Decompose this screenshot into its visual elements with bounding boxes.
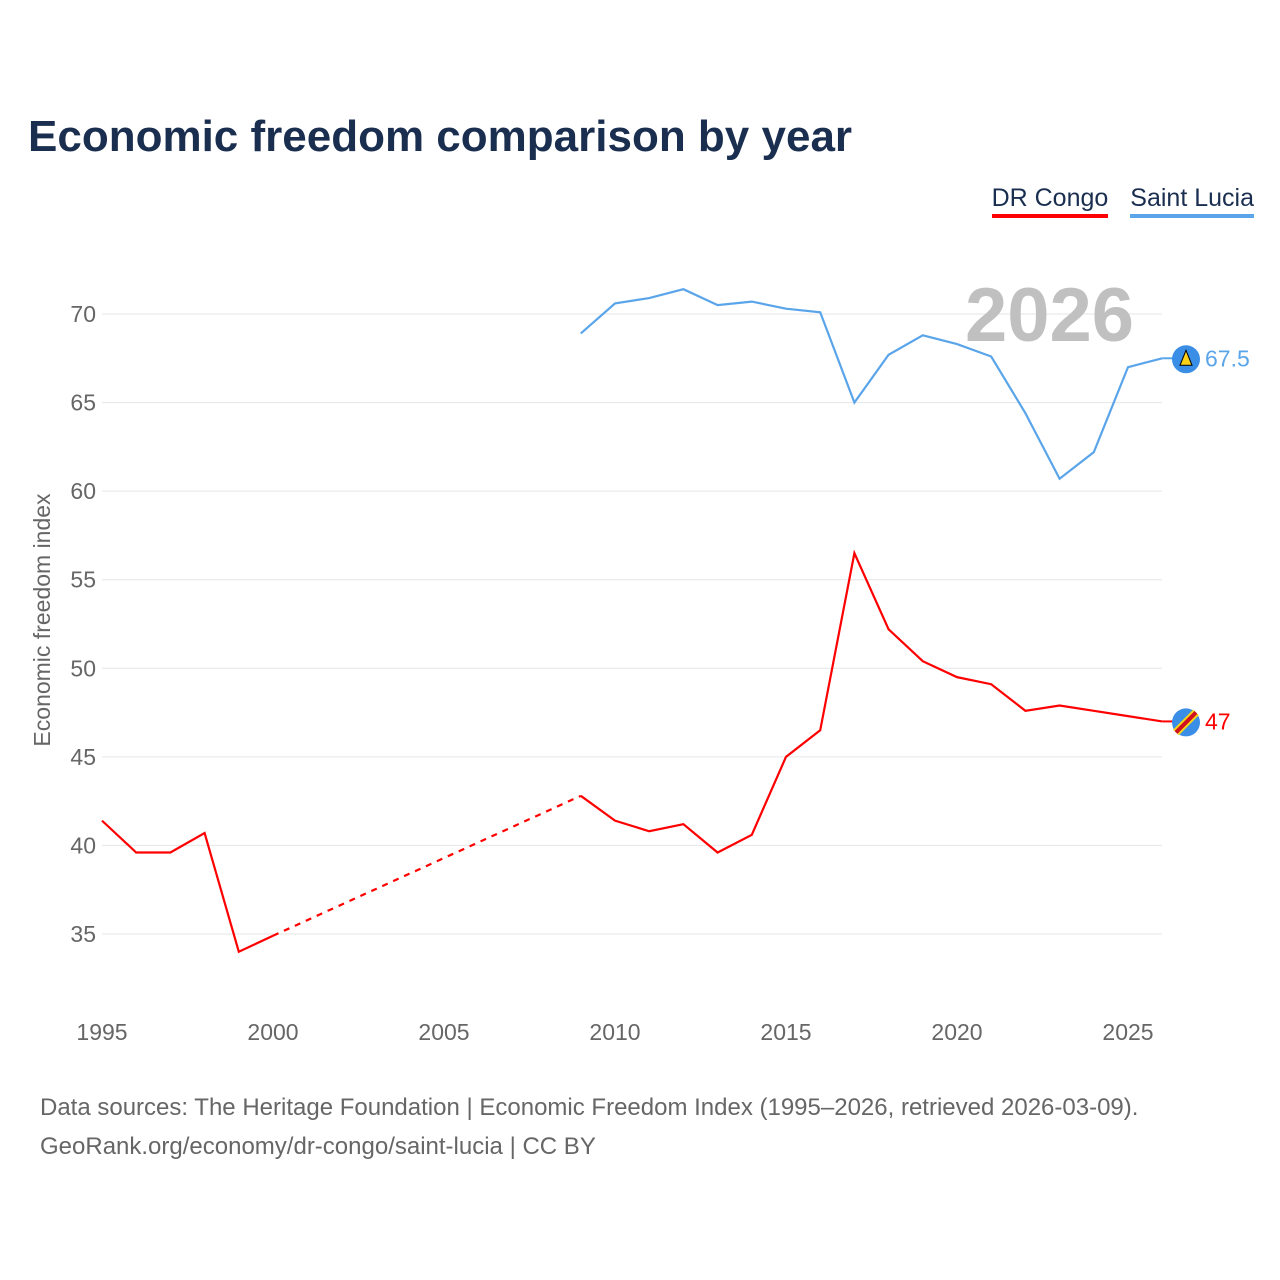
series-line-0	[580, 549, 1163, 854]
y-tick-label: 55	[70, 567, 96, 593]
series-line-0	[101, 819, 274, 954]
y-tick-label: 70	[70, 301, 96, 327]
x-tick-label: 1995	[76, 1019, 127, 1045]
y-tick-label: 50	[70, 655, 96, 681]
source-note: Data sources: The Heritage Foundation | …	[40, 1088, 1138, 1166]
y-tick-label: 45	[70, 744, 96, 770]
y-tick-label: 60	[70, 478, 96, 504]
x-tick-label: 2005	[418, 1019, 469, 1045]
x-tick-label: 2000	[247, 1019, 298, 1045]
series-line-0	[272, 794, 582, 937]
source-line-2[interactable]: GeoRank.org/economy/dr-congo/saint-lucia…	[40, 1133, 596, 1160]
flag-triangle	[1179, 348, 1193, 366]
x-tick-label: 2010	[589, 1019, 640, 1045]
end-value-label: 47	[1205, 708, 1231, 734]
legend-dr-congo[interactable]: DR Congo	[991, 184, 1109, 218]
source-line-1: Data sources: The Heritage Foundation | …	[40, 1094, 1139, 1121]
x-tick-label: 2015	[760, 1019, 811, 1045]
x-tick-label: 2020	[931, 1019, 982, 1045]
current-year-label: 2026	[965, 273, 1135, 358]
y-tick-label: 35	[70, 921, 96, 947]
chart-title: Economic freedom comparison by year	[28, 112, 853, 161]
end-value-label: 67.5	[1205, 345, 1250, 371]
x-tick-label: 2025	[1102, 1019, 1153, 1045]
series-line-1	[580, 288, 1163, 481]
y-axis-label: Economic freedom index	[29, 493, 55, 747]
legend: DR Congo Saint Lucia	[991, 184, 1254, 218]
flag-stripe	[1174, 711, 1198, 734]
legend-saint-lucia[interactable]: Saint Lucia	[1130, 184, 1254, 218]
y-tick-label: 65	[70, 390, 96, 416]
y-tick-label: 40	[70, 832, 96, 858]
